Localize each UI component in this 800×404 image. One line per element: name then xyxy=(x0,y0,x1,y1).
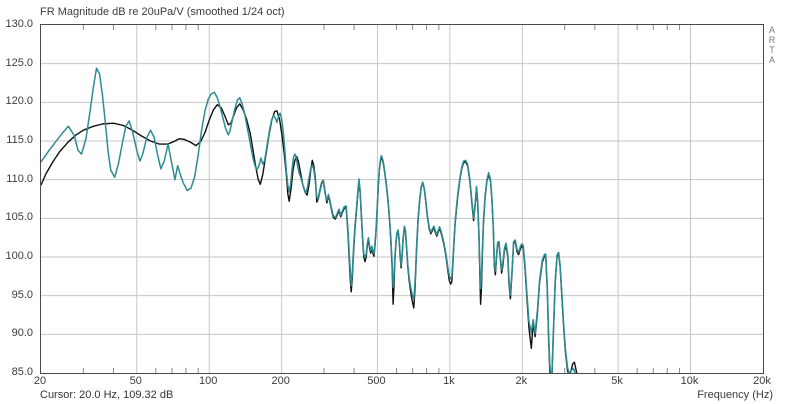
y-tick-label: 125.0 xyxy=(5,56,33,69)
x-axis-title: Frequency (Hz) xyxy=(697,389,773,401)
series-teal-trace xyxy=(41,67,576,373)
x-tick-label: 50 xyxy=(129,375,142,387)
x-tick-label: 100 xyxy=(199,375,218,387)
arta-watermark-letter: A xyxy=(768,55,775,65)
arta-watermark-letter: R xyxy=(768,35,776,45)
arta-watermark-letter: A xyxy=(768,25,775,35)
cursor-readout: Cursor: 20.0 Hz, 109.32 dB xyxy=(40,389,174,401)
y-tick-label: 90.0 xyxy=(11,327,33,340)
y-tick-label: 95.0 xyxy=(11,288,33,301)
fr-curves-svg xyxy=(41,25,763,373)
x-tick-label: 500 xyxy=(367,375,386,387)
y-tick-label: 130.0 xyxy=(5,18,33,30)
x-tick-label: 200 xyxy=(271,375,290,387)
x-tick-label: 20k xyxy=(753,375,771,387)
y-tick-label: 120.0 xyxy=(5,95,33,108)
y-tick-label: 85.0 xyxy=(11,366,33,378)
x-tick-label: 20 xyxy=(33,375,47,387)
x-tick-label: 2k xyxy=(515,375,528,387)
y-tick-label: 105.0 xyxy=(5,211,33,224)
x-tick-label: 5k xyxy=(611,375,623,387)
plot-area[interactable] xyxy=(40,24,764,374)
x-tick-label: 1k xyxy=(443,375,455,387)
arta-watermark-letter: T xyxy=(769,45,775,55)
y-tick-label: 115.0 xyxy=(6,134,33,146)
y-tick-label: 100.0 xyxy=(5,250,33,262)
y-tick-label: 110.0 xyxy=(6,172,33,185)
x-tick-label: 10k xyxy=(680,375,699,387)
chart-title: FR Magnitude dB re 20uPa/V (smoothed 1/2… xyxy=(40,6,285,18)
